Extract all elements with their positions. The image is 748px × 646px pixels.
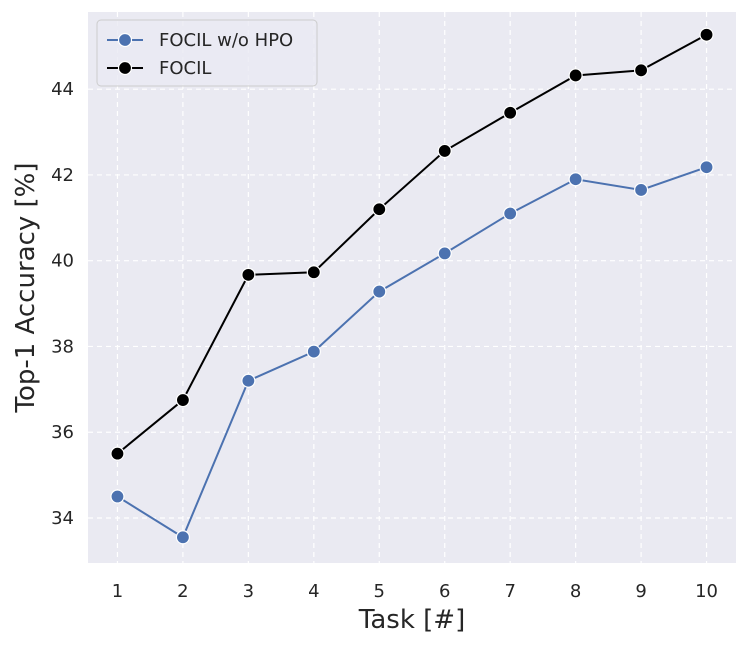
- legend-marker: [117, 32, 133, 48]
- data-point: [437, 246, 452, 261]
- legend-box: [96, 19, 318, 87]
- data-point: [175, 392, 191, 408]
- x-tick-label: 7: [504, 581, 515, 602]
- data-point: [568, 68, 583, 83]
- legend-label: FOCIL: [159, 58, 211, 79]
- data-point: [568, 172, 583, 187]
- data-point: [503, 105, 518, 120]
- legend-marker: [117, 60, 133, 76]
- data-point: [699, 160, 714, 175]
- series-2: [110, 27, 714, 461]
- y-tick-label: 34: [51, 508, 74, 529]
- y-tick-labels: 34 36 38 40 42 44: [51, 79, 74, 529]
- series-group: [110, 27, 714, 545]
- legend: FOCIL w/o HPO FOCIL: [96, 19, 318, 87]
- x-axis-label: Task [#]: [358, 605, 465, 635]
- series-line: [116, 166, 707, 539]
- x-tick-label: 9: [635, 581, 646, 602]
- series-line: [116, 33, 708, 455]
- x-tick-labels: 1 2 3 4 5 6 7 8 9 10: [112, 581, 718, 602]
- y-tick-label: 38: [51, 336, 74, 357]
- plot-area: [88, 12, 736, 563]
- y-axis-label: Top-1 Accuracy [%]: [11, 162, 41, 413]
- y-tick-label: 44: [51, 79, 74, 100]
- data-point: [699, 27, 714, 42]
- x-tick-label: 10: [695, 581, 718, 602]
- x-tick-label: 8: [570, 581, 581, 602]
- data-point: [241, 267, 256, 282]
- x-tick-label: 1: [112, 581, 123, 602]
- x-tick-label: 2: [177, 581, 188, 602]
- data-point: [306, 265, 321, 280]
- data-point: [372, 284, 387, 299]
- y-tick-label: 40: [51, 251, 74, 272]
- data-point: [175, 530, 191, 545]
- data-point: [437, 143, 452, 159]
- y-tick-label: 42: [51, 165, 74, 186]
- x-tick-label: 6: [439, 581, 450, 602]
- x-tick-label: 4: [308, 581, 319, 602]
- data-point: [241, 373, 256, 388]
- x-tick-label: 5: [374, 581, 385, 602]
- data-point: [633, 63, 649, 78]
- y-tick-label: 36: [51, 422, 74, 443]
- x-tick-label: 3: [243, 581, 254, 602]
- legend-label: FOCIL w/o HPO: [159, 30, 293, 51]
- grid-lines: [88, 12, 736, 563]
- series-1: [110, 160, 714, 545]
- data-point: [306, 344, 321, 359]
- data-point: [503, 206, 518, 221]
- data-point: [110, 446, 125, 461]
- data-point: [633, 182, 649, 198]
- data-point: [110, 489, 125, 504]
- data-point: [372, 202, 387, 217]
